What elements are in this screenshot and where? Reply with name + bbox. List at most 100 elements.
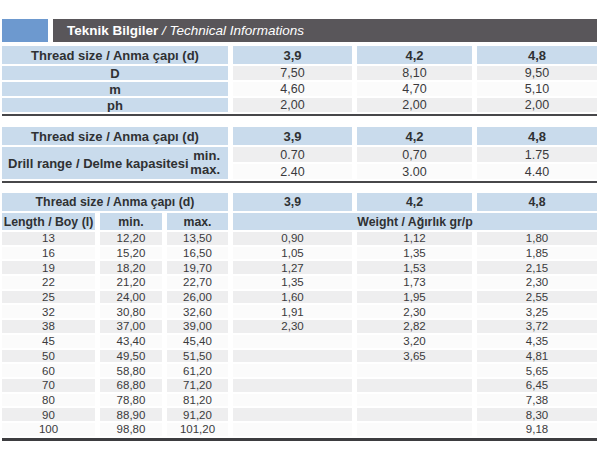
max-value-cell: 91,20 xyxy=(167,408,228,421)
size-col-header: 4,8 xyxy=(477,46,597,64)
weight-value-cell xyxy=(357,408,472,421)
param-row-label: D xyxy=(2,66,228,80)
page-title-english: / Technical Informations xyxy=(158,23,304,38)
length-cell: 90 xyxy=(2,408,95,421)
table3-bottom-rule xyxy=(2,438,597,441)
thread-size-header: Thread size / Anma çapı (d) xyxy=(2,193,228,211)
size-col-header: 4,8 xyxy=(477,127,597,145)
title-bar-strip: Teknik Bilgiler / Technical Informations xyxy=(53,19,597,42)
weight-value-cell xyxy=(233,335,352,348)
max-value-cell: 39,00 xyxy=(167,320,228,333)
min-value-cell: 12,20 xyxy=(100,232,162,245)
weight-value-cell: 7,38 xyxy=(477,394,597,407)
min-value-cell: 15,20 xyxy=(100,247,162,260)
drill-value-cell: 3.00 xyxy=(357,164,472,179)
max-value-cell: 81,20 xyxy=(167,394,228,407)
min-value-cell: 88,90 xyxy=(100,408,162,421)
weight-value-cell: 5,65 xyxy=(477,364,597,377)
length-cell: 38 xyxy=(2,320,95,333)
weight-value-cell: 2,30 xyxy=(233,320,352,333)
weight-value-cell: 2,55 xyxy=(477,291,597,304)
weight-value-cell: 1,35 xyxy=(357,247,472,260)
min-value-cell: 49,50 xyxy=(100,350,162,363)
weight-value-cell xyxy=(233,379,352,392)
thread-size-header: Thread size / Anma çapı (d) xyxy=(2,46,228,64)
param-value-cell: 7,50 xyxy=(233,66,352,80)
min-value-cell: 78,80 xyxy=(100,394,162,407)
min-max-labels: min.max. xyxy=(190,149,220,177)
max-value-cell: 19,70 xyxy=(167,261,228,274)
weight-value-cell: 1,53 xyxy=(357,261,472,274)
param-value-cell: 8,10 xyxy=(357,66,472,80)
weight-value-cell: 1,35 xyxy=(233,276,352,289)
table1-bottom-rule xyxy=(2,114,597,116)
param-value-cell: 2,00 xyxy=(477,98,597,112)
min-col-header: min. xyxy=(100,213,162,230)
weight-value-cell: 1,95 xyxy=(357,291,472,304)
max-value-cell: 16,50 xyxy=(167,247,228,260)
size-col-header: 4,2 xyxy=(357,127,472,145)
weight-value-cell xyxy=(233,364,352,377)
weight-value-cell xyxy=(357,394,472,407)
weight-value-cell: 6,45 xyxy=(477,379,597,392)
accent-block xyxy=(2,19,48,42)
max-value-cell: 26,00 xyxy=(167,291,228,304)
weight-value-cell: 9,18 xyxy=(477,423,597,436)
size-col-header: 4,8 xyxy=(477,193,597,211)
min-value-cell: 21,20 xyxy=(100,276,162,289)
param-value-cell: 9,50 xyxy=(477,66,597,80)
param-value-cell: 4,70 xyxy=(357,82,472,96)
weight-value-cell: 1,60 xyxy=(233,291,352,304)
title-bar: Teknik Bilgiler / Technical Informations xyxy=(2,19,600,42)
length-cell: 50 xyxy=(2,350,95,363)
weight-value-cell: 1,27 xyxy=(233,261,352,274)
param-value-cell: 2,00 xyxy=(233,98,352,112)
weight-value-cell: 1,05 xyxy=(233,247,352,260)
weight-value-cell xyxy=(233,394,352,407)
thread-size-table: Thread size / Anma çapı (d) 3,9 4,2 4,8 D 7,5… xyxy=(2,46,597,112)
min-value-cell: 30,80 xyxy=(100,305,162,318)
max-label: max. xyxy=(190,163,220,177)
weight-value-cell: 1,91 xyxy=(233,305,352,318)
length-cell: 32 xyxy=(2,305,95,318)
weight-value-cell: 2,30 xyxy=(477,276,597,289)
length-cell: 100 xyxy=(2,423,95,436)
weight-value-cell: 3,25 xyxy=(477,305,597,318)
weight-value-cell xyxy=(357,379,472,392)
min-value-cell: 24,00 xyxy=(100,291,162,304)
length-cell: 16 xyxy=(2,247,95,260)
size-col-header: 4,2 xyxy=(357,46,472,64)
weight-value-cell: 1,12 xyxy=(357,232,472,245)
drill-value-cell: 2.40 xyxy=(233,164,352,179)
drill-range-label-cell: Drill range / Delme kapasitesimin.max. xyxy=(2,147,228,179)
size-col-header: 4,2 xyxy=(357,193,472,211)
weight-value-cell: 8,30 xyxy=(477,408,597,421)
max-value-cell: 71,20 xyxy=(167,379,228,392)
min-value-cell: 43,40 xyxy=(100,335,162,348)
max-value-cell: 101,20 xyxy=(167,423,228,436)
weight-value-cell: 2,30 xyxy=(357,305,472,318)
drill-value-cell: 1.75 xyxy=(477,147,597,162)
size-col-header: 3,9 xyxy=(233,46,352,64)
weight-value-cell xyxy=(233,350,352,363)
weight-value-cell: 3,72 xyxy=(477,320,597,333)
size-col-header: 3,9 xyxy=(233,193,352,211)
min-value-cell: 98,80 xyxy=(100,423,162,436)
catalog-page: Teknik Bilgiler / Technical Informations… xyxy=(0,0,600,450)
length-cell: 13 xyxy=(2,232,95,245)
page-title-turkish: Teknik Bilgiler xyxy=(67,23,158,38)
max-value-cell: 13,50 xyxy=(167,232,228,245)
weight-value-cell xyxy=(357,364,472,377)
max-value-cell: 45,40 xyxy=(167,335,228,348)
drill-value-cell: 0,70 xyxy=(357,147,472,162)
max-value-cell: 22,70 xyxy=(167,276,228,289)
min-value-cell: 68,80 xyxy=(100,379,162,392)
param-value-cell: 5,10 xyxy=(477,82,597,96)
drill-range-label: Drill range / Delme kapasitesi xyxy=(8,156,189,171)
max-value-cell: 51,50 xyxy=(167,350,228,363)
min-value-cell: 18,20 xyxy=(100,261,162,274)
length-weight-table: Thread size / Anma çapı (d)3,94,24,8Leng… xyxy=(2,193,597,436)
min-value-cell: 58,80 xyxy=(100,364,162,377)
weight-value-cell: 3,65 xyxy=(357,350,472,363)
param-value-cell: 4,60 xyxy=(233,82,352,96)
